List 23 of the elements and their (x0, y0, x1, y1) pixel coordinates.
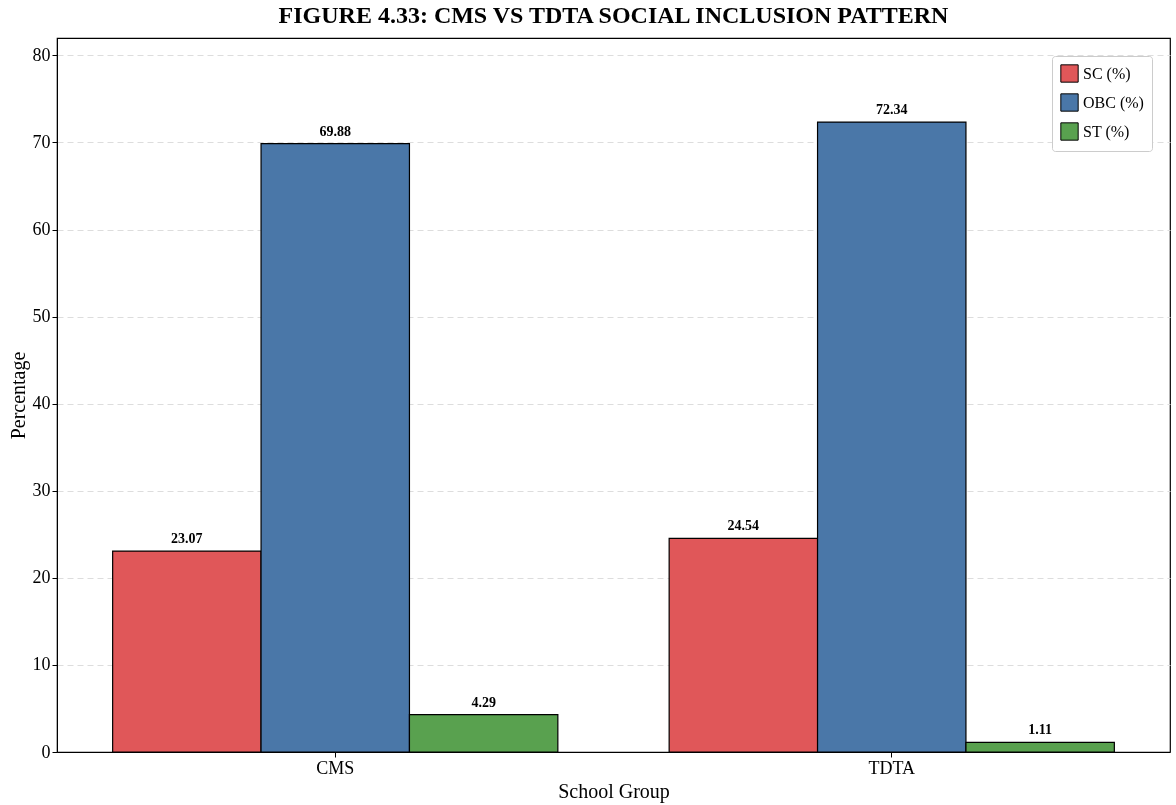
data-label: 69.88 (319, 123, 351, 139)
data-label: 72.34 (876, 102, 908, 118)
legend-label: SC (%) (1083, 64, 1131, 83)
y-tick-label: 50 (32, 306, 51, 327)
data-label: 1.11 (1028, 722, 1053, 738)
y-tick-label: 10 (32, 654, 51, 675)
y-tick-label: 20 (32, 567, 51, 588)
data-label: 23.07 (171, 531, 203, 547)
chart-title: FIGURE 4.33: CMS VS TDTA SOCIAL INCLUSION PATTERN (278, 2, 950, 28)
y-tick-label: 40 (32, 393, 51, 414)
x-axis-title: School Group (558, 779, 670, 803)
y-tick-label: 70 (32, 131, 51, 152)
y-tick-label: 0 (41, 741, 51, 762)
y-tick-label: 60 (32, 219, 51, 240)
data-label: 24.54 (727, 518, 760, 534)
y-tick-label: 80 (32, 44, 51, 65)
x-tick-label: CMS (316, 757, 355, 778)
legend-label: ST (%) (1083, 122, 1130, 141)
y-tick-label: 30 (32, 480, 51, 501)
x-tick-label: TDTA (868, 757, 916, 778)
y-axis-title: Percentage (6, 351, 30, 440)
legend-label: OBC (%) (1083, 93, 1144, 112)
data-label: 4.29 (471, 694, 496, 710)
